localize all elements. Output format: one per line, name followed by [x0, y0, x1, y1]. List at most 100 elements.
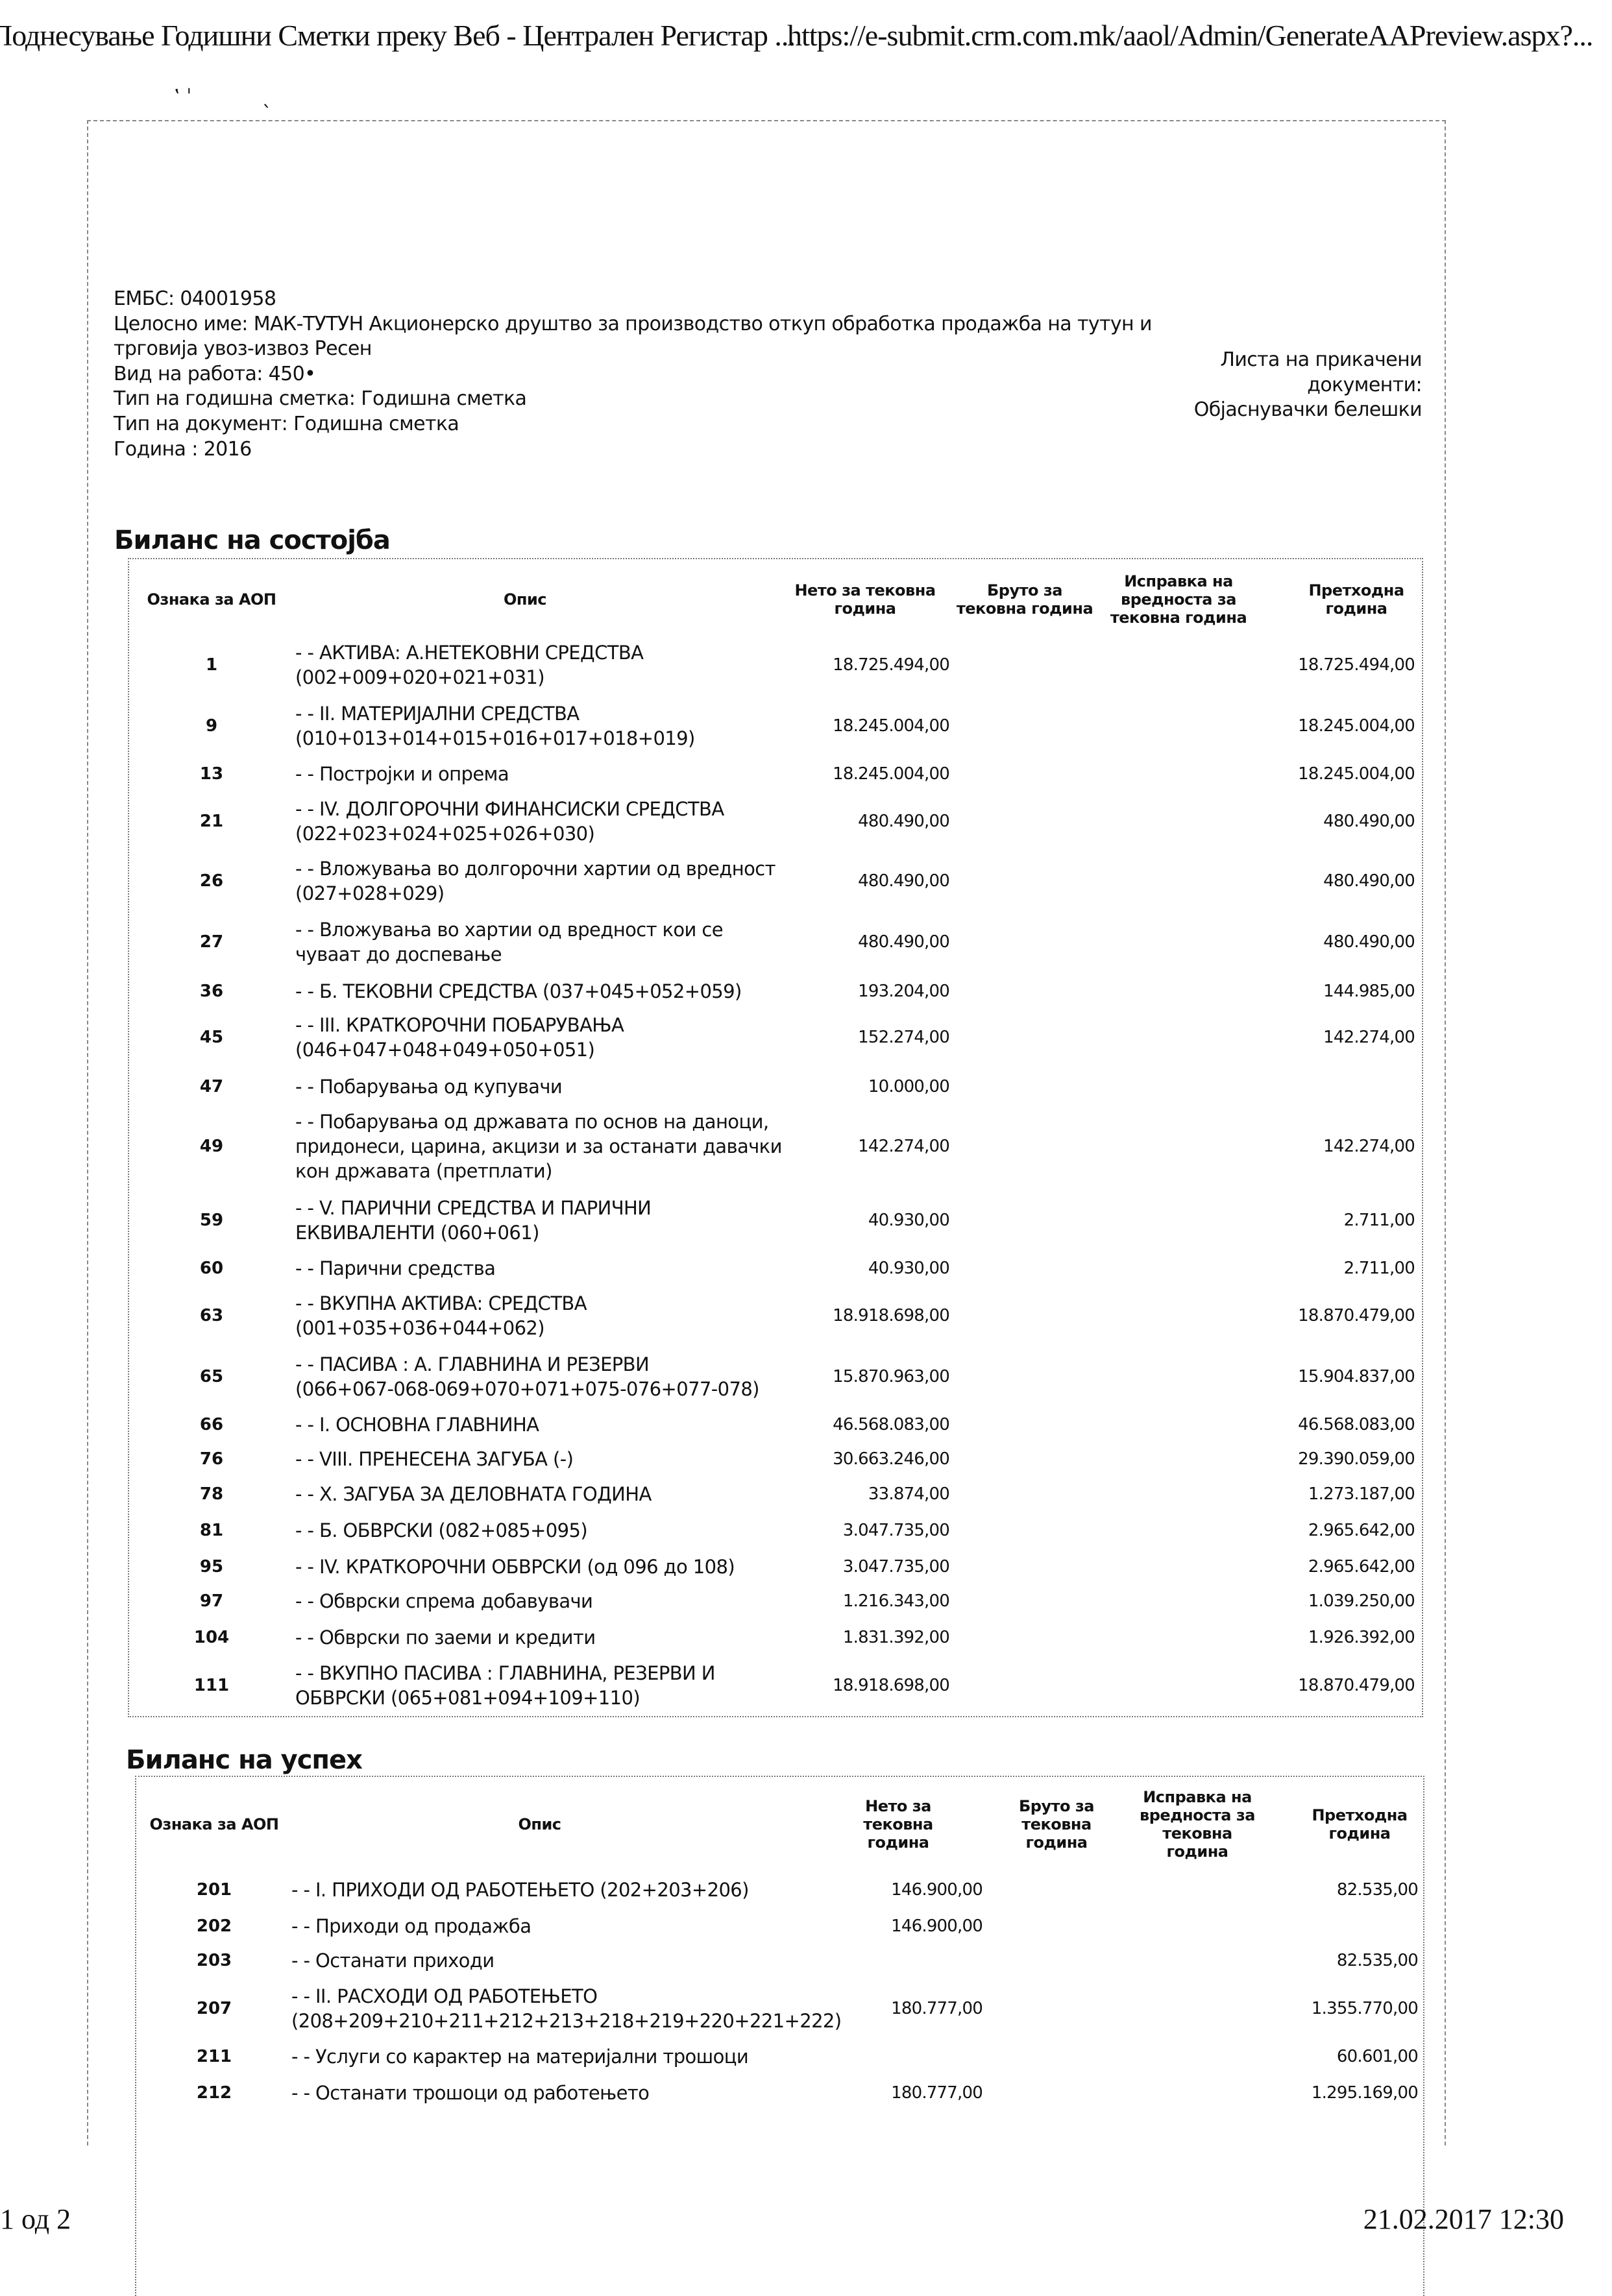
- net-current-year: 40.930,00: [868, 1259, 950, 1278]
- balance-sheet-title: Биланс на состојба: [114, 526, 391, 555]
- description: - - ВКУПНО ПАСИВА : ГЛАВНИНА, РЕЗЕРВИ И …: [295, 1662, 715, 1709]
- description: - - Вложувања во хартии од вредност кои …: [295, 919, 724, 965]
- aop-code: 47: [199, 1077, 224, 1096]
- description: - - АКТИВА: А.НЕТЕКОВНИ СРЕДСТВА (002+00…: [295, 642, 644, 688]
- net-current-year: 146.900,00: [891, 1916, 983, 1936]
- print-datetime: 21.02.2017 12:30: [1363, 2203, 1564, 2235]
- description: - - X. ЗАГУБА ЗА ДЕЛОВНАТА ГОДИНА: [295, 1483, 652, 1505]
- aop-code: 81: [199, 1521, 224, 1540]
- net-current-year: 480.490,00: [858, 812, 950, 831]
- aop-code: 1: [205, 655, 218, 675]
- net-current-year: 180.777,00: [891, 1999, 983, 2018]
- aop-code: 212: [196, 2083, 232, 2103]
- previous-year: 15.904.837,00: [1298, 1367, 1415, 1386]
- page-url: https://e-submit.crm.com.mk/aaol/Admin/G…: [787, 19, 1593, 52]
- description: - - Парични средства: [295, 1257, 496, 1279]
- aop-code: 78: [199, 1484, 224, 1504]
- previous-year: 18.870.479,00: [1298, 1676, 1415, 1695]
- column-header-ispravka: Исправка на вредноста за тековна година: [1140, 1788, 1255, 1861]
- column-header-aop: Ознака за АОП: [149, 1815, 279, 1833]
- net-current-year: 18.918.698,00: [833, 1306, 950, 1325]
- description: - - Приходи од продажба: [291, 1915, 531, 1937]
- previous-year: 2.965.642,00: [1308, 1557, 1415, 1577]
- aop-code: 21: [199, 812, 224, 831]
- net-current-year: 180.777,00: [891, 2083, 983, 2103]
- description: - - Услуги со карактер на материјални тр…: [291, 2046, 749, 2068]
- balance-sheet-table: Ознака за АОП Опис Нето за тековна година Б…: [128, 558, 1423, 1717]
- description: - - Побарувања од купувачи: [295, 1076, 563, 1098]
- description: - - IV. КРАТКОРОЧНИ ОБВРСКИ (од 096 до 1…: [295, 1556, 735, 1578]
- aop-code: 202: [196, 1916, 232, 1936]
- net-current-year: 15.870.963,00: [833, 1367, 950, 1386]
- aop-code: 13: [199, 764, 224, 784]
- net-current-year: 3.047.735,00: [842, 1557, 950, 1577]
- description: - - Побарувања од државата по основ на д…: [295, 1111, 782, 1182]
- previous-year: 1.039.250,00: [1308, 1591, 1415, 1611]
- attachments-list: Листа на прикачени документи: Објаснувач…: [1193, 348, 1423, 423]
- description: - - V. ПАРИЧНИ СРЕДСТВА И ПАРИЧНИ ЕКВИВА…: [295, 1197, 652, 1244]
- net-current-year: 480.490,00: [858, 871, 950, 891]
- previous-year: 142.274,00: [1323, 1137, 1415, 1156]
- description: - - IV. ДОЛГОРОЧНИ ФИНАНСИСКИ СРЕДСТВА (…: [295, 798, 724, 845]
- description: - - ПАСИВА : А. ГЛАВНИНА И РЕЗЕРВИ (066+…: [295, 1353, 760, 1400]
- previous-year: 18.870.479,00: [1298, 1306, 1415, 1325]
- net-current-year: 18.918.698,00: [833, 1676, 950, 1695]
- previous-year: 1.355.770,00: [1311, 1999, 1419, 2018]
- net-current-year: 152.274,00: [858, 1028, 950, 1047]
- description: - - Обврски по заеми и кредити: [295, 1626, 596, 1649]
- column-header-neto: Нето за тековна година: [863, 1797, 933, 1852]
- aop-code: 65: [199, 1367, 224, 1386]
- previous-year: 2.965.642,00: [1308, 1521, 1415, 1540]
- previous-year: 2.711,00: [1343, 1211, 1415, 1230]
- previous-year: 60.601,00: [1336, 2047, 1419, 2066]
- net-current-year: 1.831.392,00: [842, 1628, 950, 1647]
- previous-year: 82.535,00: [1336, 1880, 1419, 1900]
- attachments-label-cont: документи:: [1307, 373, 1422, 396]
- aop-code: 104: [193, 1628, 230, 1647]
- previous-year: 1.273.187,00: [1308, 1484, 1415, 1504]
- net-current-year: 46.568.083,00: [833, 1415, 950, 1434]
- aop-code: 66: [199, 1415, 224, 1434]
- page-number: 1 од 2: [0, 2203, 71, 2235]
- description: - - Вложувања во долгорочни хартии од вр…: [295, 858, 776, 904]
- aop-code: 59: [199, 1211, 224, 1230]
- aop-code: 76: [199, 1449, 224, 1469]
- aop-code: 9: [205, 716, 218, 736]
- previous-year: 144.985,00: [1323, 982, 1415, 1001]
- aop-code: 203: [196, 1951, 232, 1970]
- net-current-year: 10.000,00: [868, 1077, 950, 1096]
- column-header-prethodna: Претходна година: [1312, 1806, 1408, 1843]
- aop-code: 97: [199, 1591, 224, 1611]
- company-info: ЕМБС: 04001958 Целосно име: МАК-ТУТУН Ак…: [114, 287, 1153, 462]
- description: - - I. ПРИХОДИ ОД РАБОТЕЊЕТО (202+203+20…: [291, 1879, 749, 1901]
- aop-code: 27: [199, 932, 224, 952]
- description: - - Обврски спрема добавувачи: [295, 1590, 593, 1612]
- previous-year: 142.274,00: [1323, 1028, 1415, 1047]
- previous-year: 1.926.392,00: [1308, 1628, 1415, 1647]
- net-current-year: 40.930,00: [868, 1211, 950, 1230]
- scan-mark: ˎ: [262, 86, 272, 108]
- column-header-ispravka: Исправка на вредноста за тековна година: [1110, 572, 1247, 627]
- previous-year: 82.535,00: [1336, 1951, 1419, 1970]
- document-frame: [87, 120, 1446, 2145]
- full-name-cont: трговија увоз-извоз Ресен: [114, 337, 372, 361]
- income-statement-table: Ознака за АОП Опис Нето за тековна година Б…: [135, 1776, 1424, 2296]
- net-current-year: 18.245.004,00: [833, 764, 950, 784]
- previous-year: 480.490,00: [1323, 871, 1415, 891]
- previous-year: 18.245.004,00: [1298, 764, 1415, 784]
- aop-code: 36: [199, 982, 224, 1001]
- description: - - VIII. ПРЕНЕСЕНА ЗАГУБА (-): [295, 1448, 574, 1470]
- aop-code: 201: [196, 1880, 232, 1900]
- description: - - Останати приходи: [291, 1950, 495, 1972]
- net-current-year: 33.874,00: [868, 1484, 950, 1504]
- description: - - III. КРАТКОРОЧНИ ПОБАРУВАЊА (046+047…: [295, 1014, 624, 1061]
- description: - - ВКУПНА АКТИВА: СРЕДСТВА (001+035+036…: [295, 1292, 587, 1339]
- aop-code: 211: [196, 2047, 232, 2066]
- aop-code: 26: [199, 871, 224, 891]
- previous-year: 29.390.059,00: [1298, 1449, 1415, 1469]
- year: Година : 2016: [114, 437, 252, 461]
- previous-year: 18.245.004,00: [1298, 716, 1415, 736]
- column-header-bruto: Бруто за тековна година: [956, 581, 1093, 618]
- attachment-item[interactable]: Објаснувачки белешки: [1193, 398, 1423, 422]
- document-type: Тип на документ: Годишна сметка: [114, 412, 459, 435]
